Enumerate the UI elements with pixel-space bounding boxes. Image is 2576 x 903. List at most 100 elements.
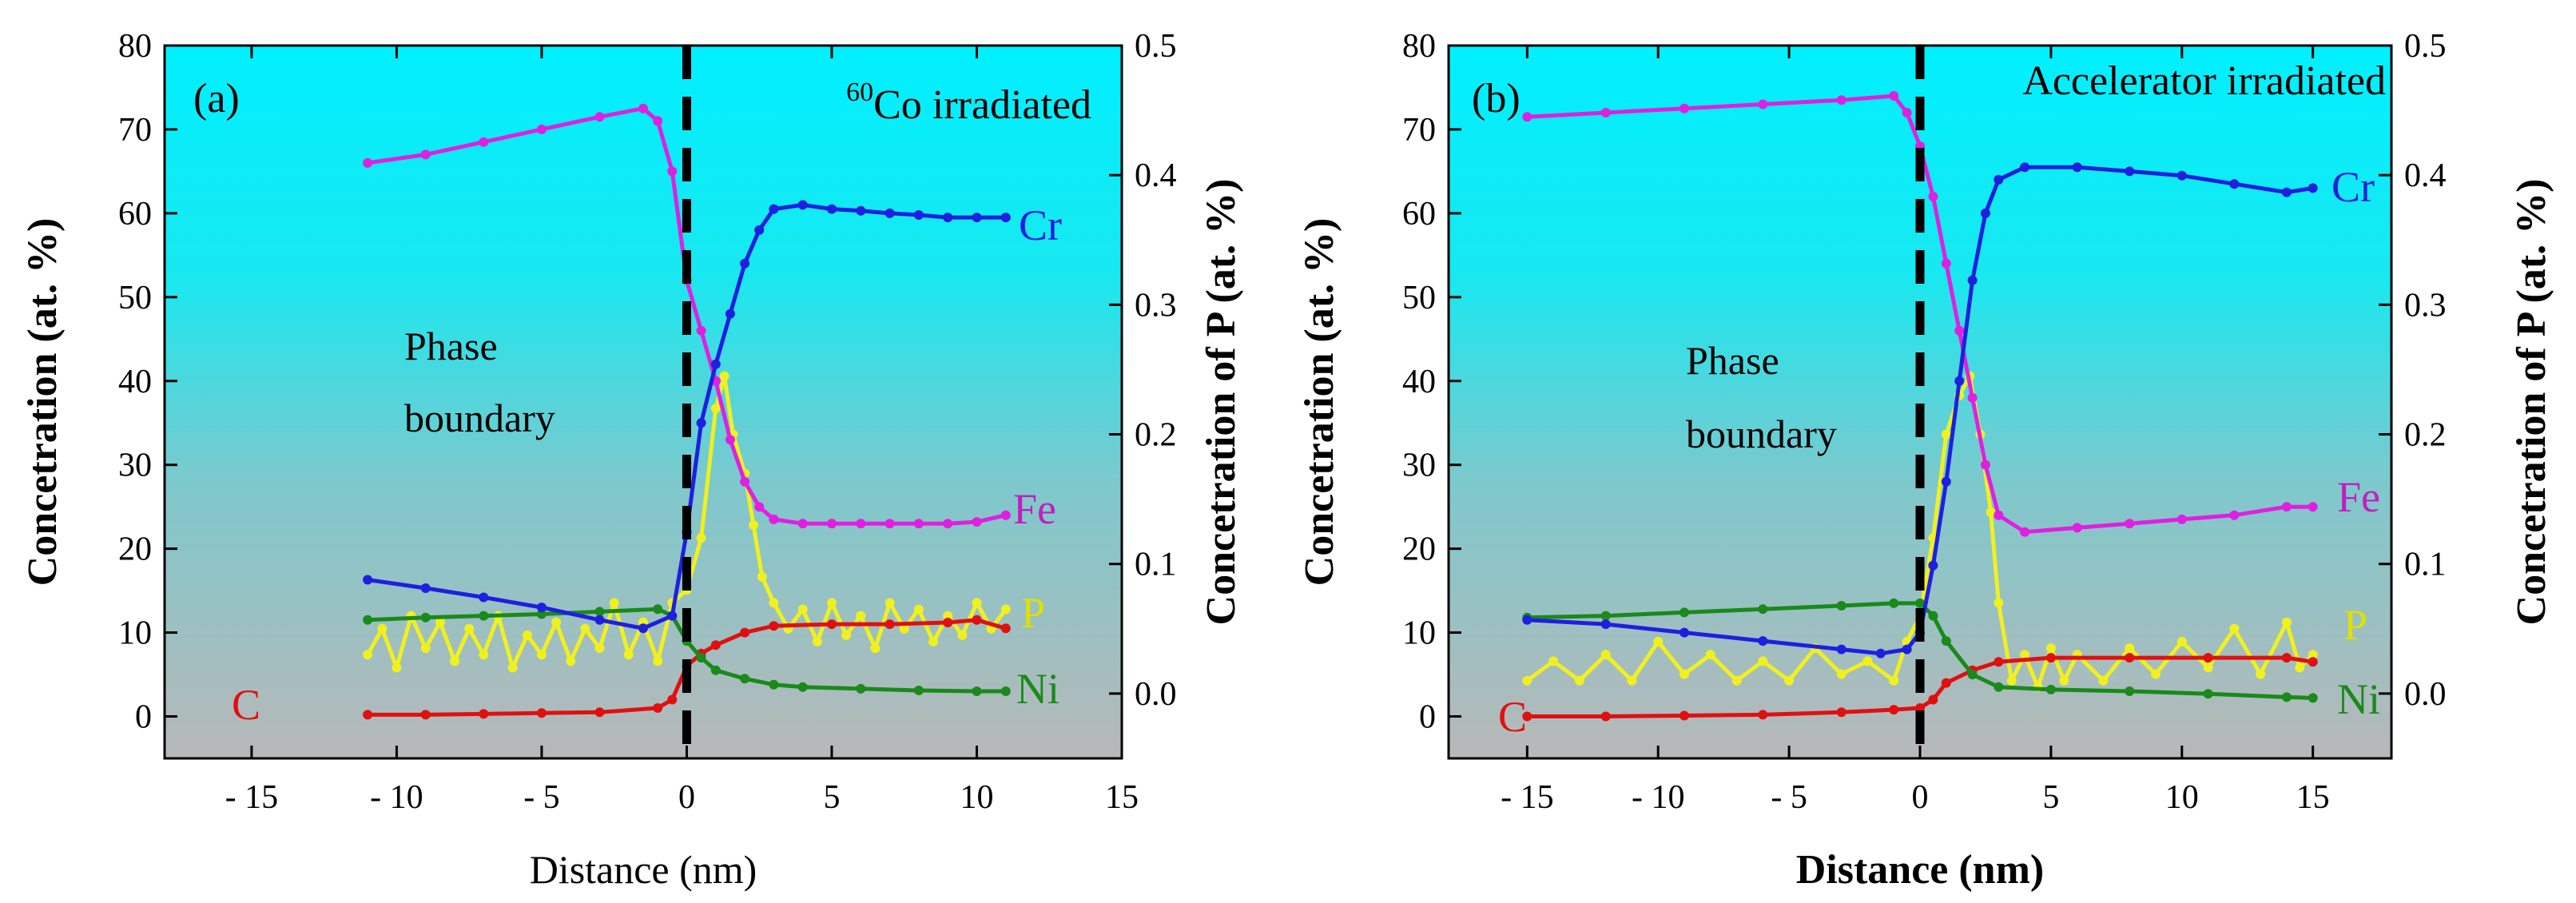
panel-a-series-cr-point <box>885 208 895 218</box>
panel-a-series-p-point <box>536 650 547 660</box>
panel-b-y2-tick-label: 0.5 <box>2404 28 2447 65</box>
panel-b-y-tick-label: 40 <box>1402 364 1436 400</box>
panel-a-series-c-point <box>972 615 982 625</box>
panel-b-y2-axis-label: Concetration of P (at. %) <box>2509 179 2554 626</box>
panel-a-series-fe-point <box>696 325 706 336</box>
panel-b-series-c-point <box>1836 707 1847 718</box>
panel-b-series-c-point <box>2308 657 2318 667</box>
panel-b-series-cr-point <box>1967 275 1978 285</box>
panel-b-series-fe-point <box>2020 527 2030 537</box>
panel-a-series-ni-point <box>363 615 373 625</box>
panel-b-y2-tick-label: 0.4 <box>2404 157 2447 194</box>
panel-b-series-cr-point <box>1875 648 1886 658</box>
panel-b-series-p-point <box>2176 637 2187 646</box>
panel-b-series-p-point <box>2308 650 2318 660</box>
panel-a-series-label-ni: Ni <box>1016 665 1059 713</box>
panel-a-series-p-point <box>870 643 881 654</box>
panel-a-chart: - 15 - 10 - 5 0 5 10 15 0 10 20 30 40 50 60 70 80 0.0 0.1… <box>20 28 1244 892</box>
panel-b-y-tick-label: 0 <box>1419 699 1436 736</box>
panel-b-series-p-point <box>1548 656 1559 666</box>
panel-a-series-ni-point <box>856 683 866 694</box>
panel-b-series-ni-point <box>1928 611 1938 621</box>
panel-a-series-p-point <box>522 630 532 640</box>
panel-a-series-cr-point <box>363 575 373 585</box>
panel-a-series-p-point <box>749 520 758 531</box>
panel-b-y2-tick-label: 0.1 <box>2404 547 2447 583</box>
panel-a-series-c-point <box>363 710 373 720</box>
panel-a-series-fe-point <box>827 519 837 529</box>
panel-a-series-p-point <box>696 533 706 543</box>
panel-b-series-p-point <box>2281 617 2292 627</box>
panel-a-plot-background <box>165 46 1122 758</box>
panel-a-series-fe-point <box>725 435 735 445</box>
panel-b-series-ni-point <box>1758 604 1768 615</box>
panel-a-series-ni-point <box>594 607 605 617</box>
panel-a-series-p-point <box>797 604 808 615</box>
panel-a-annotation-line2: boundary <box>404 396 555 440</box>
panel-a-series-c-point <box>740 627 750 638</box>
panel-b-series-cr-point <box>2229 179 2240 189</box>
panel-b-series-ni-point <box>1967 670 1978 680</box>
panel-a-series-fe-point <box>740 476 750 487</box>
panel-a-series-ni-point <box>1000 686 1011 696</box>
panel-b-y-tick-label: 30 <box>1402 448 1436 484</box>
panel-a-series-cr-point <box>740 258 750 269</box>
panel-b-series-fe-point <box>1680 103 1689 113</box>
panel-a-y-tick-label: 80 <box>118 28 152 65</box>
panel-b-series-p-point <box>2006 675 2017 686</box>
panel-b-series-ni-point <box>1836 601 1847 611</box>
panel-b-series-ni-point <box>1600 611 1611 621</box>
panel-a-series-fe-point <box>667 166 678 177</box>
panel-b-series-p-point <box>1705 650 1715 660</box>
panel-b-series-cr-point <box>1980 208 1990 218</box>
panel-a-series-fe-point <box>856 519 866 529</box>
panel-a-series-ni-point <box>710 665 721 675</box>
panel-b-series-c-point <box>1889 705 1899 715</box>
panel-a-series-ni-point <box>972 686 982 696</box>
panel-a-series-fe-point <box>885 519 895 529</box>
panel-b-series-p-point <box>1784 675 1795 686</box>
panel-a-series-ni-point <box>479 611 489 621</box>
panel-b-series-c-point <box>1994 657 2004 667</box>
panel-a-series-label-p: P <box>1021 589 1045 637</box>
panel-b-y-tick-label: 50 <box>1402 280 1436 316</box>
panel-a-series-fe-point <box>638 103 648 113</box>
panel-a-series-p-point <box>841 630 852 640</box>
panel-a-series-p-point <box>609 598 619 608</box>
panel-b-series-cr-point <box>1928 560 1938 571</box>
panel-a-series-p-point <box>551 617 562 627</box>
panel-a-series-cr-point <box>536 603 547 613</box>
panel-a-series-p-point <box>972 598 982 608</box>
panel-a-series-p-point <box>899 623 909 634</box>
panel-a-y-tick-label: 50 <box>118 280 152 316</box>
panel-a-series-p-point <box>479 650 489 660</box>
panel-b-series-ni-point <box>2045 684 2056 694</box>
panel-b-series-c-point <box>1522 711 1532 722</box>
panel-b-series-p-point <box>2098 675 2109 686</box>
panel-a-series-c-point <box>420 710 431 720</box>
panel-b-y2-tick-label: 0.2 <box>2404 417 2447 454</box>
panel-b-series-fe-point <box>1980 459 1990 470</box>
panel-b-series-p-point <box>1574 675 1584 686</box>
panel-a-series-ni-point <box>769 679 779 690</box>
panel-b-series-p-point <box>2045 643 2056 654</box>
panel-b-series-cr-point <box>1954 376 1965 386</box>
panel-a-series-fe-point <box>943 519 953 529</box>
panel-a-series-p-point <box>885 598 895 608</box>
panel-b-series-ni-point <box>1889 598 1899 608</box>
panel-b-series-fe-point <box>1967 392 1978 403</box>
panel-b-series-fe-point <box>1600 108 1611 117</box>
panel-a-y-tick-label: 0 <box>135 699 152 736</box>
panel-b-annotation-line2: boundary <box>1686 412 1837 456</box>
panel-a-series-cr-point <box>972 213 982 223</box>
panel-b-title: Accelerator irradiated <box>2022 58 2386 104</box>
panel-a-axes-layer: - 15 - 10 - 5 0 5 10 15 0 10 20 30 40 50 60 70 80 0.0 0.1… <box>118 28 1177 816</box>
panel-b-series-fe-point <box>1928 191 1938 201</box>
panel-b-series-ni-point <box>2203 689 2213 699</box>
panel-b-series-ni-point <box>1994 682 2004 692</box>
panel-b-series-c-line <box>1527 655 2314 718</box>
panel-a-series-p-point <box>913 604 924 615</box>
panel-b-series-p-point <box>1731 675 1742 686</box>
panel-b-series-fe-point <box>1994 510 2004 520</box>
panel-b-series-fe-point <box>2125 519 2135 529</box>
